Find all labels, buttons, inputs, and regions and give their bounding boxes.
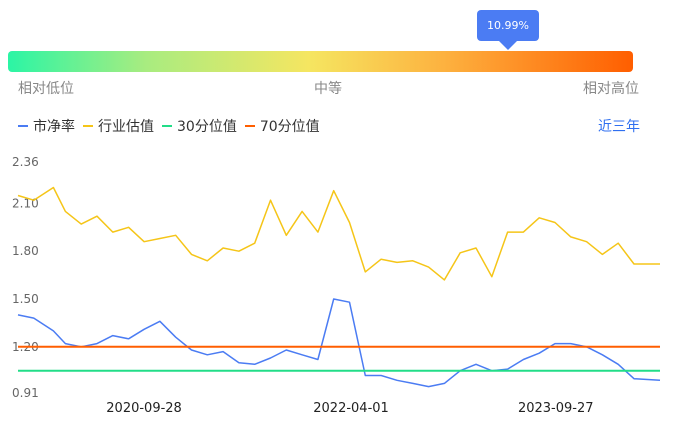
y-tick-label: 1.50 — [12, 292, 39, 306]
legend-swatch-industry — [83, 125, 93, 127]
legend-item-industry[interactable]: 行业估值 — [83, 116, 154, 136]
legend-swatch-p30 — [162, 125, 172, 127]
period-selector[interactable]: 近三年 — [598, 119, 640, 135]
legend-swatch-p70 — [244, 125, 255, 127]
x-tick-label: 2022-04-01 — [313, 401, 389, 416]
scale-label-high: 相对高位 — [583, 81, 639, 97]
legend-swatch-pb — [18, 125, 28, 127]
percentile-tooltip: 10.99% — [477, 10, 539, 50]
scale-label-low: 相对低位 — [18, 81, 74, 97]
y-tick-label: 1.80 — [12, 244, 39, 258]
legend-label-p30: 30分位值 — [177, 119, 237, 135]
y-tick-label: 0.91 — [12, 386, 39, 400]
series-line-0 — [17, 186, 660, 281]
legend-item-p30[interactable]: 30分位值 — [162, 116, 237, 136]
x-tick-label: 2023-09-27 — [518, 401, 594, 416]
x-tick-label: 2020-09-28 — [106, 401, 182, 416]
legend-item-p70[interactable]: 70分位值 — [244, 116, 320, 136]
valuation-gradient-bar — [8, 51, 633, 72]
y-tick-label: 2.36 — [12, 155, 39, 169]
legend-label-pb: 市净率 — [33, 119, 75, 135]
chart-legend: 市净率 行业估值 30分位值 70分位值 — [18, 116, 328, 136]
y-tick-label: 2.10 — [12, 196, 39, 210]
legend-label-industry: 行业估值 — [98, 119, 154, 135]
series-line-1 — [17, 298, 661, 388]
legend-label-p70: 70分位值 — [259, 119, 320, 135]
legend-item-pb[interactable]: 市净率 — [18, 116, 75, 136]
scale-label-mid: 中等 — [314, 81, 342, 97]
